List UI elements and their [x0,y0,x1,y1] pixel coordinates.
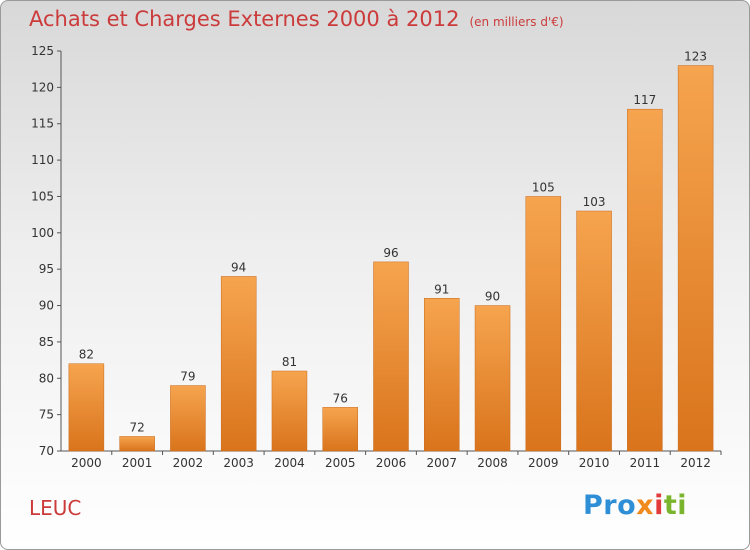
x-tick-label: 2000 [71,456,102,470]
bar-2011 [627,108,663,452]
bar-2007 [424,298,460,452]
y-tick-label: 120 [31,80,54,94]
logo-part-1: Pro [583,490,637,521]
y-tick-label: 125 [31,44,54,58]
bar-2009 [525,196,562,452]
bar-value-label: 103 [583,195,606,209]
bar-value-label: 105 [532,180,555,194]
bar-value-label: 79 [180,370,195,384]
bar-2001 [119,436,155,452]
x-tick-label: 2004 [274,456,305,470]
bar-2006 [373,261,409,452]
x-tick-label: 2011 [630,456,661,470]
x-tick-label: 2007 [426,456,457,470]
bar-2010 [576,210,612,452]
chart-axes: 70 75 80 85 90 95 100 105 110 115 120 125 2000 2001 20… [31,44,722,470]
chart-title-text: Achats et Charges Externes 2000 à 2012 [29,7,460,31]
x-tick-label: 2003 [223,456,254,470]
bar-2004 [271,370,308,452]
bar-value-label: 90 [485,290,500,304]
bar-2012 [677,65,714,452]
y-tick-label: 95 [39,262,54,276]
y-tick-label: 80 [39,371,54,385]
chart-labels: 82 72 79 94 81 76 96 91 90 105 103 117 123 [79,50,707,435]
town-name: LEUC [29,496,82,520]
bar-value-label: 72 [130,420,145,434]
bar-2003 [220,276,257,452]
bar-value-label: 123 [684,50,707,64]
bar-value-label: 117 [633,93,656,107]
chart-unit: (en milliers d'€) [469,15,564,29]
y-tick-label: 110 [31,153,54,167]
logo-part-3: i [654,490,664,521]
x-tick-label: 2005 [325,456,356,470]
x-tick-label: 2006 [376,456,407,470]
x-tick-label: 2002 [173,456,204,470]
bar-2002 [170,385,206,452]
logo-part-2: x [636,490,655,521]
y-tick-label: 75 [39,408,54,422]
y-tick-label: 115 [31,117,54,131]
y-tick-label: 85 [39,335,54,349]
bar-2005 [322,407,358,452]
logo-part-4: ti [663,490,688,521]
bar-value-label: 76 [333,391,348,405]
x-tick-label: 2001 [122,456,153,470]
y-tick-label: 100 [31,226,54,240]
bar-value-label: 94 [231,260,246,274]
bar-2000 [68,363,105,452]
x-tick-label: 2009 [528,456,559,470]
y-tick-label: 90 [39,299,54,313]
bar-value-label: 81 [282,355,297,369]
chart-title: Achats et Charges Externes 2000 à 2012 (e… [29,7,564,31]
bar-2008 [474,305,511,452]
bar-value-label: 96 [383,246,398,260]
y-tick-label: 105 [31,189,54,203]
bar-value-label: 82 [79,348,94,362]
bar-value-label: 91 [434,282,449,296]
chart-bars [68,65,714,452]
x-tick-label: 2010 [579,456,610,470]
x-tick-label: 2008 [477,456,508,470]
x-tick-label: 2012 [680,456,711,470]
proxiti-logo: Proxiti [583,490,687,521]
y-tick-label: 70 [39,444,54,458]
